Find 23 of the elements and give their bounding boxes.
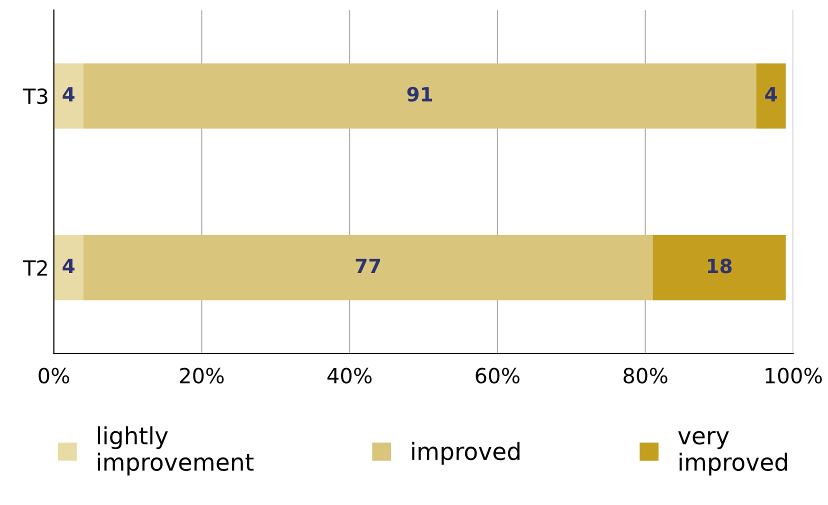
- bar: [652, 235, 786, 300]
- data-label: 77: [356, 258, 380, 274]
- x-tick-label: 40%: [327, 368, 372, 384]
- legend-label: improved: [412, 442, 520, 465]
- data-label: 4: [62, 87, 74, 102]
- x-tick-label: 80%: [624, 368, 668, 384]
- legend-label: very improved: [678, 430, 787, 476]
- x-tick-label: 100%: [766, 368, 822, 384]
- data-label: 4: [62, 258, 74, 274]
- legend-label: lightly improvement: [98, 426, 254, 476]
- bar: [54, 63, 84, 129]
- bar: [756, 63, 786, 129]
- y-tick-label: T2: [22, 260, 47, 276]
- x-tick-label: 0%: [38, 368, 70, 384]
- y-tick-label: T3: [22, 88, 48, 104]
- data-label: 4: [765, 87, 777, 102]
- data-label: 91: [407, 86, 432, 102]
- data-label: 18: [708, 258, 732, 274]
- bar: [83, 63, 756, 129]
- bar: [54, 235, 84, 300]
- bar: [83, 235, 653, 300]
- x-tick-label: 20%: [180, 368, 224, 384]
- x-tick-label: 60%: [476, 368, 520, 384]
